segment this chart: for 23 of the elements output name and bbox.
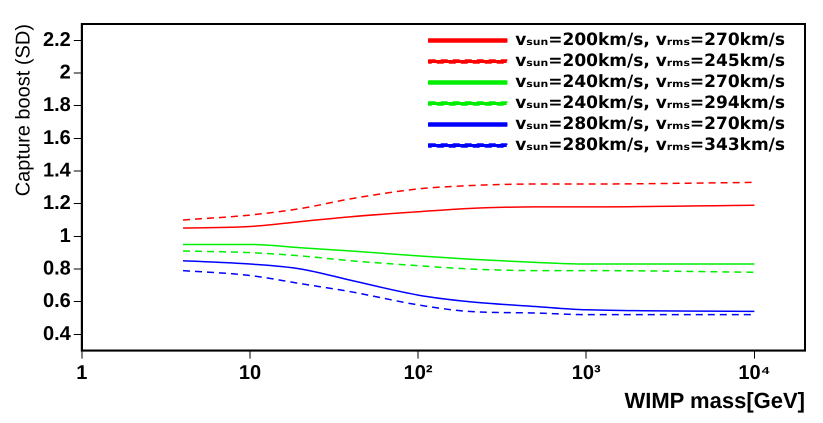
y-tick-label: 0.6 — [42, 290, 71, 312]
y-tick-label: 0.8 — [42, 257, 71, 280]
legend-label: vₛᵤₙ=200km/s, vᵣₘₛ=245km/s — [515, 50, 786, 71]
x-tick-label: 10⁴ — [738, 362, 770, 384]
legend-label: vₛᵤₙ=280km/s, vᵣₘₛ=270km/s — [515, 114, 786, 134]
x-axis-title: WIMP mass[GeV] — [624, 388, 805, 413]
x-tick-label: 10 — [238, 362, 262, 384]
x-tick-label: 10³ — [572, 362, 602, 384]
y-tick-label: 1.8 — [42, 94, 71, 116]
y-tick-label: 0.4 — [42, 322, 72, 345]
x-tick-label: 10² — [404, 362, 433, 384]
y-tick-label: 1.2 — [42, 192, 71, 214]
legend-label: vₛᵤₙ=240km/s, vᵣₘₛ=270km/s — [515, 72, 786, 92]
y-tick-label: 1.4 — [42, 159, 72, 182]
legend-label: vₛᵤₙ=280km/s, vᵣₘₛ=343km/s — [515, 134, 786, 155]
legend-label: vₛᵤₙ=200km/s, vᵣₘₛ=270km/s — [515, 30, 786, 50]
y-tick-label: 1 — [60, 224, 71, 247]
legend-label: vₛᵤₙ=240km/s, vᵣₘₛ=294km/s — [515, 92, 786, 113]
y-tick-label: 2 — [60, 62, 71, 84]
y-tick-label: 1.6 — [42, 126, 71, 149]
y-axis-title: Capture boost (SD) — [12, 24, 35, 196]
y-tick-label: 2.2 — [42, 28, 71, 51]
x-tick-label: 1 — [76, 362, 88, 384]
